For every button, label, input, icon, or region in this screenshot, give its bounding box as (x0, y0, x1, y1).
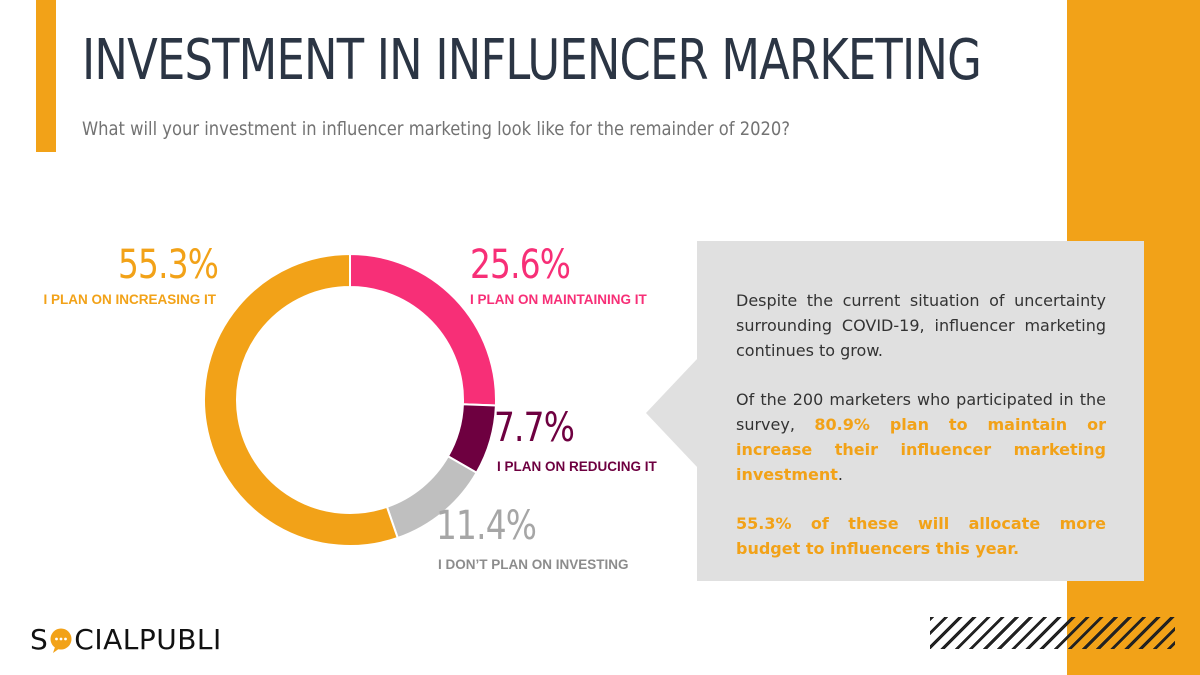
callout-paragraph-1: Despite the current situation of uncerta… (736, 291, 1106, 360)
pct-label-not-investing: 11.4% (436, 503, 537, 549)
callout-pointer (646, 358, 698, 468)
left-accent-bar (36, 0, 56, 152)
callout-p2-text: Of the 200 marketers who participated in… (736, 390, 1106, 434)
category-label-reducing: I PLAN ON REDUCING IT (497, 459, 657, 474)
logo-text-rest: CIALPUBLI (74, 623, 222, 656)
callout-p2-end: . (837, 465, 843, 484)
callout-p2-highlight: 80.9% plan to maintain or increase their… (736, 415, 1106, 484)
callout-paragraph-2: Of the 200 marketers who participated in… (736, 387, 1106, 487)
page-title: INVESTMENT IN INFLUENCER MARKETING (82, 28, 982, 93)
logo-text-first: S (30, 623, 49, 656)
category-label-increasing: I PLAN ON INCREASING IT (43, 292, 216, 307)
callout-text: Despite the current situation of uncerta… (736, 288, 1106, 585)
pct-label-increasing: 55.3% (118, 242, 219, 288)
callout-paragraph-3: 55.3% of these will allocate more budget… (736, 514, 1106, 558)
page-subtitle: What will your investment in influencer … (82, 118, 790, 140)
pct-label-maintaining: 25.6% (470, 242, 571, 288)
speech-bubble-icon (50, 628, 72, 653)
donut-slice-increasing (203, 252, 399, 547)
category-label-maintaining: I PLAN ON MAINTAINING IT (470, 292, 647, 307)
socialpubli-logo: S CIALPUBLI (30, 623, 222, 656)
diagonal-hatch-decoration (930, 617, 1175, 649)
callout-panel (697, 241, 1144, 581)
category-label-not-investing: I DON’T PLAN ON INVESTING (438, 557, 629, 572)
donut-chart (203, 252, 497, 547)
pct-label-reducing: 7.7% (494, 405, 575, 451)
